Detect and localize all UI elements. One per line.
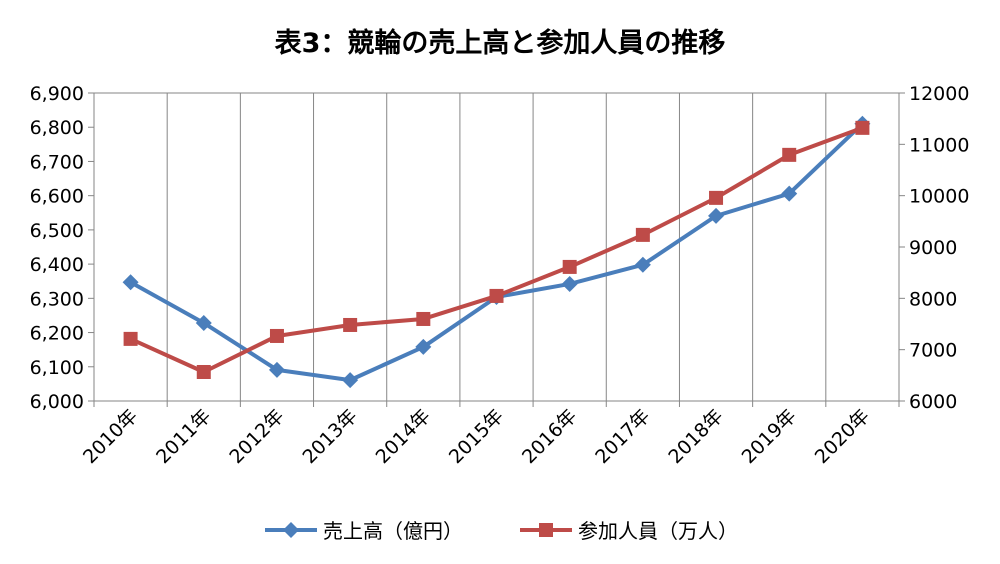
data-point-square [782,147,797,162]
y-left-tick-label: 6,700 [30,151,84,173]
data-point-square [562,259,577,274]
data-point-square [709,190,724,205]
x-tick-label: 2020年 [811,405,874,468]
y-left-tick-label: 6,300 [30,288,84,310]
chart-title: 表3：競輪の売上高と参加人員の推移 [275,27,726,59]
data-point-square [343,317,358,332]
data-point-square [416,311,431,326]
data-point-diamond [195,314,212,331]
data-point-diamond [781,185,798,202]
y-left-tick-label: 6,500 [30,220,84,242]
x-tick-label: 2015年 [445,405,508,468]
data-point-diamond [708,207,725,224]
y-right-tick-label: 7000 [909,340,957,362]
x-tick-label: 2014年 [372,405,435,468]
y-left-tick-label: 6,100 [30,357,84,379]
y-left-tick-label: 6,200 [30,323,84,345]
x-tick-label: 2018年 [664,405,727,468]
y-left-tick-label: 6,400 [30,254,84,276]
data-point-diamond [283,522,299,538]
y-right-tick-label: 10000 [909,186,969,208]
x-tick-label: 2019年 [738,405,801,468]
x-tick-label: 2012年 [225,405,288,468]
data-point-diamond [415,338,432,355]
data-point-square [539,523,553,537]
x-tick-label: 2017年 [591,405,654,468]
y-left-tick-label: 6,000 [30,391,84,413]
legend-label: 売上高（億円） [323,519,463,543]
data-point-diamond [634,256,651,273]
series-sales [122,115,871,389]
x-tick-label: 2010年 [79,405,142,468]
series-participants [123,120,870,379]
y-right-tick-label: 12000 [909,83,969,105]
data-point-diamond [342,372,359,389]
legend-label: 参加人員（万人） [578,519,738,543]
y-right-tick-label: 9000 [909,237,957,259]
x-tick-label: 2013年 [298,405,361,468]
y-left-tick-label: 6,800 [30,117,84,139]
y-right-tick-label: 11000 [909,134,969,156]
legend: 売上高（億円） 参加人員（万人） [265,519,738,543]
data-point-square [635,227,650,242]
data-point-diamond [268,361,285,378]
y-left-tick-label: 6,600 [30,186,84,208]
y-left-tick-label: 6,900 [30,83,84,105]
x-tick-label: 2016年 [518,405,581,468]
data-point-square [269,328,284,343]
x-tick-label: 2011年 [152,405,215,468]
data-point-square [196,364,211,379]
data-point-diamond [561,275,578,292]
y-right-tick-label: 6000 [909,391,957,413]
data-point-diamond [122,274,139,291]
data-point-square [123,331,138,346]
data-point-square [855,120,870,135]
data-point-square [489,288,504,303]
y-right-tick-label: 8000 [909,288,957,310]
